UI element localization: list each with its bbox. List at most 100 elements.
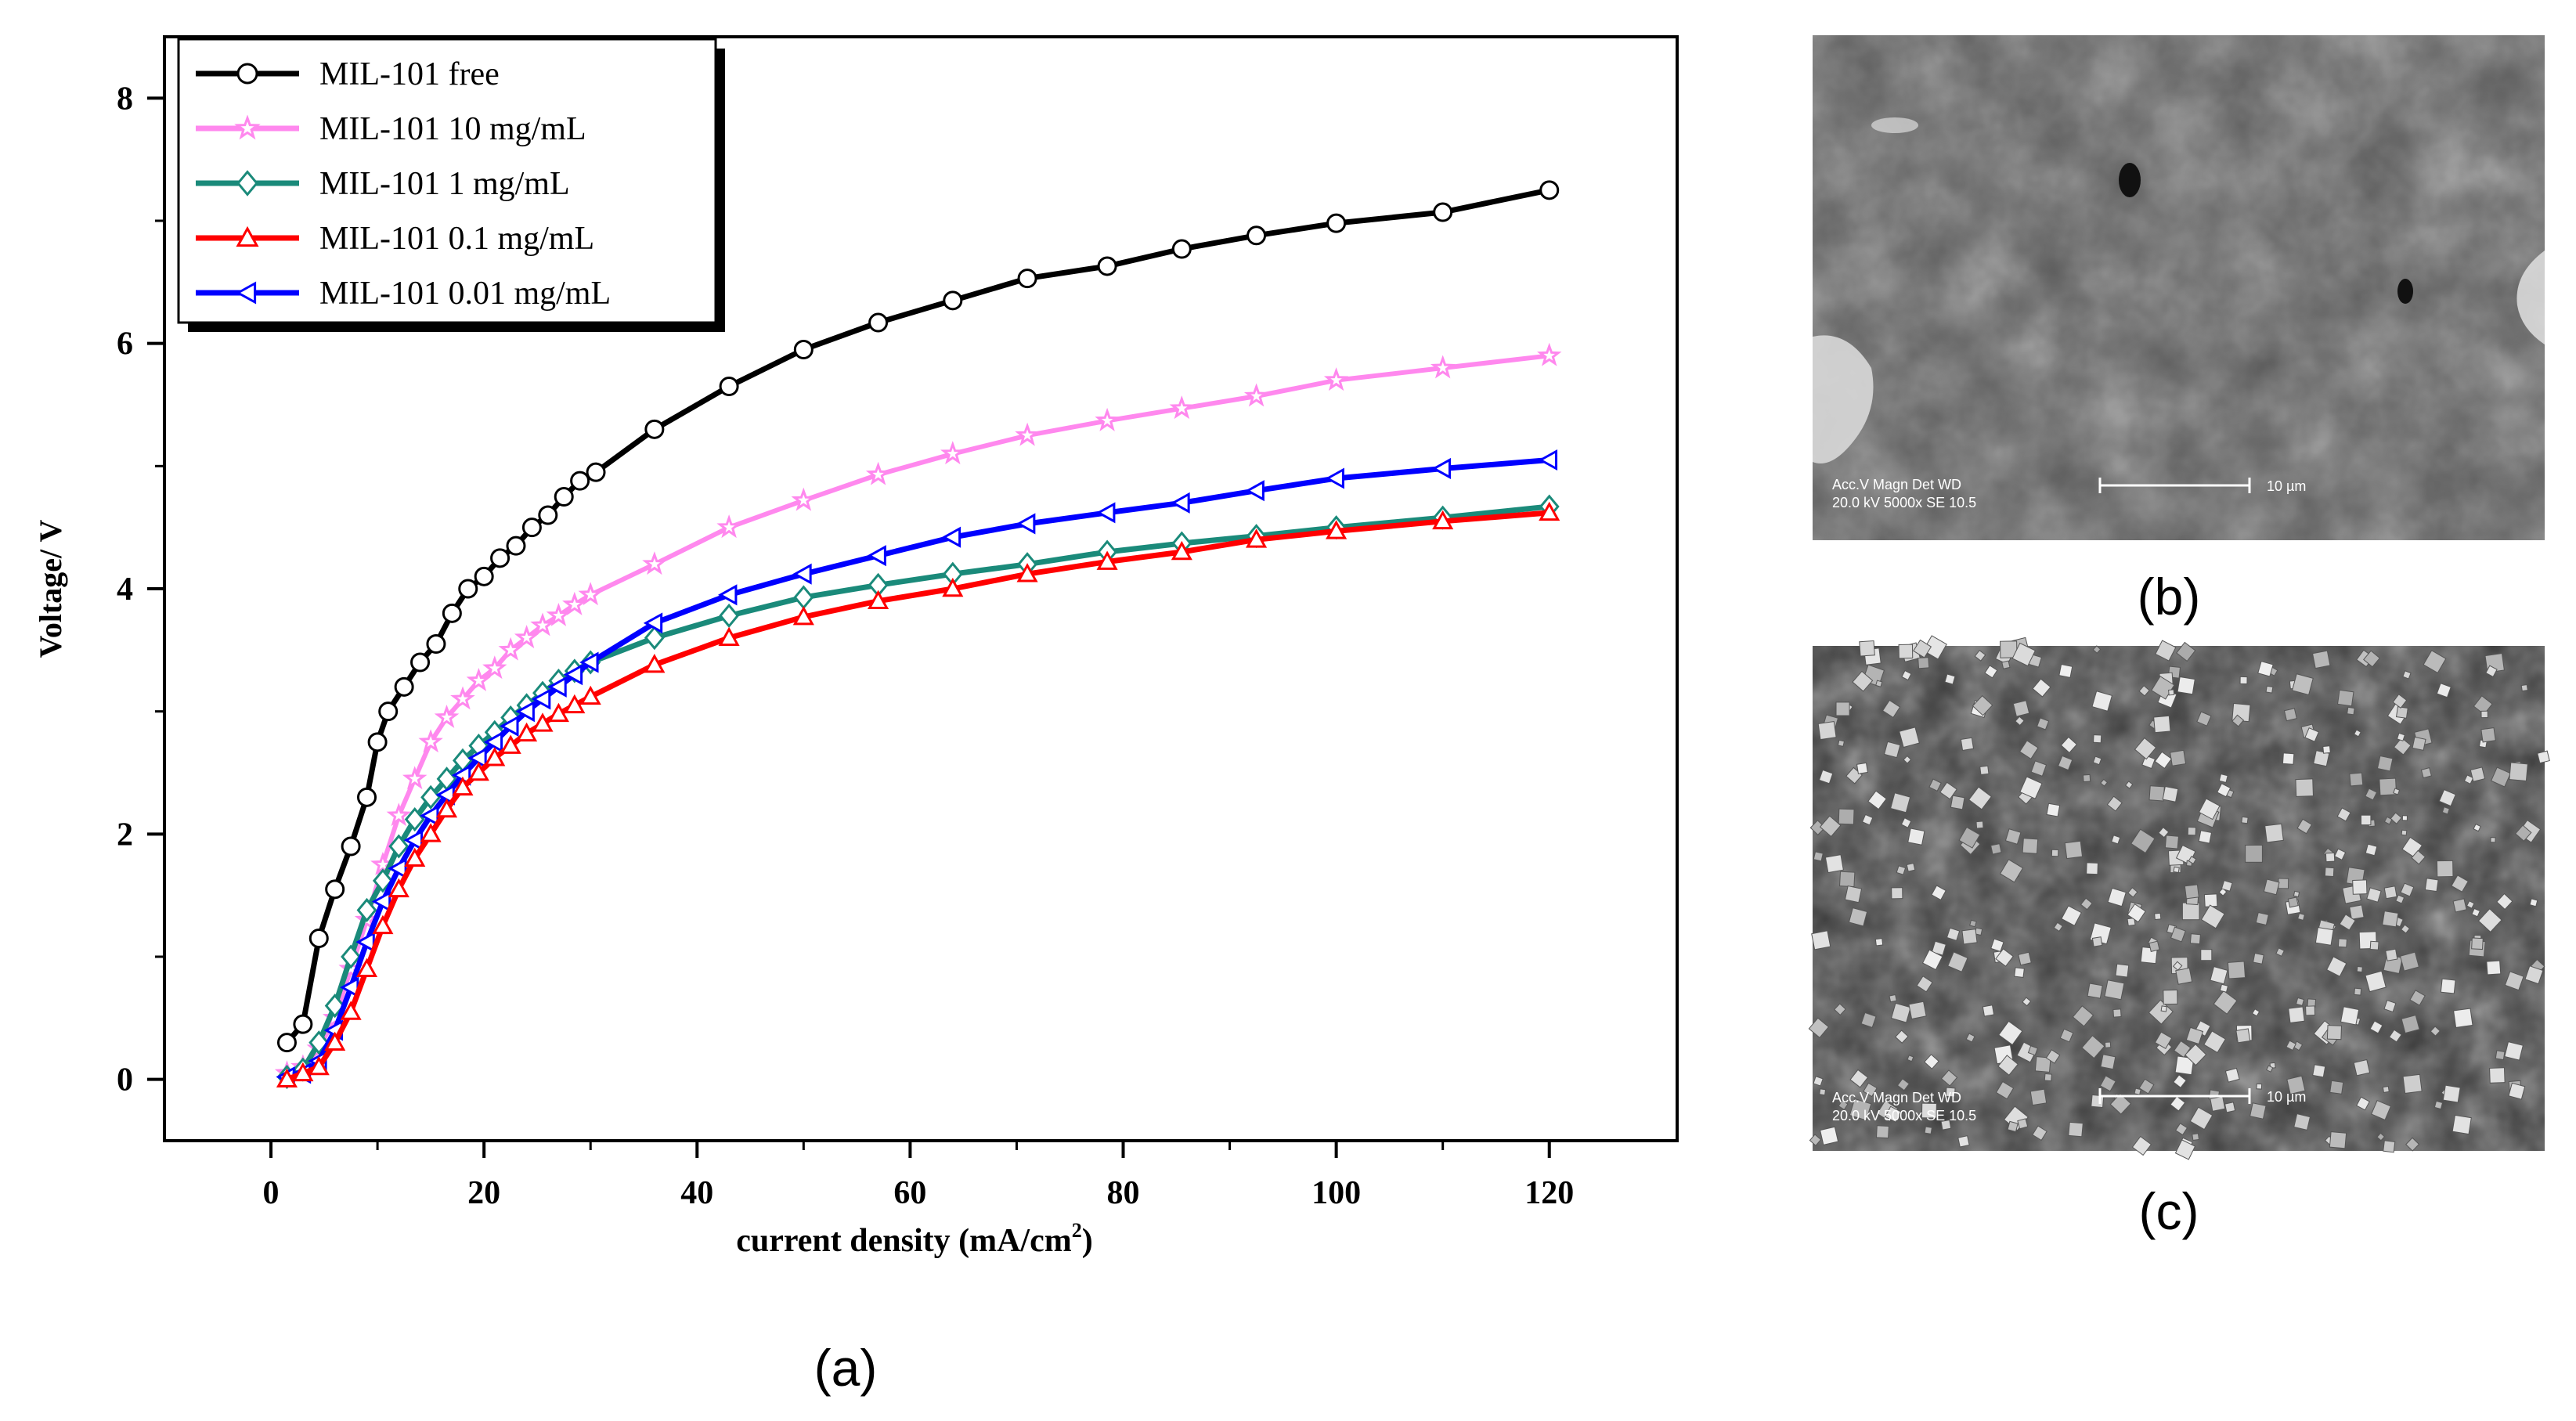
sem-c-crystal (2175, 967, 2193, 985)
sem-c-crystal (2170, 1095, 2186, 1112)
sem-c-crystal (2203, 1030, 2227, 1054)
sem-c-crystal (2463, 774, 2474, 784)
data-point (1326, 520, 1348, 539)
data-point (718, 626, 740, 646)
sem-c-crystal (1997, 1055, 2019, 1076)
data-point (402, 766, 428, 790)
sem-c-crystal (2004, 828, 2022, 845)
sem-c-crystal (2477, 908, 2502, 933)
sem-c-crystal (2127, 917, 2136, 927)
sem-c-crystal (1900, 817, 1912, 828)
sem-c-crystal (2504, 1041, 2524, 1061)
sem-c-crystal (2382, 1085, 2390, 1093)
sem-c-crystal (2390, 812, 2402, 824)
sem-c-crystal (2287, 896, 2299, 908)
sem-c-crystal (1863, 1082, 1878, 1098)
sem-c-crystal (2093, 734, 2102, 744)
sem-image-c: Acc.V Magn Det WD 20.0 kV 5000x SE 10.5 … (1808, 635, 2550, 1240)
sem-c-crystal (2402, 670, 2412, 680)
data-point (1097, 256, 1117, 276)
sem-c-crystal (2312, 1064, 2326, 1078)
sem-c-crystal (1811, 930, 1831, 950)
sem-c-crystal (2251, 1008, 2260, 1017)
data-point (719, 603, 740, 629)
y-tick-label: 2 (117, 817, 133, 853)
data-point (562, 591, 587, 615)
data-point (1246, 528, 1268, 548)
sem-c-crystal (2336, 807, 2351, 822)
sem-c-crystal (2370, 1099, 2392, 1121)
data-point (276, 1033, 297, 1053)
sem-c-crystal (1965, 1033, 1975, 1043)
sem-c-crystal (1809, 820, 1826, 836)
sem-c-crystal (2154, 912, 2162, 921)
sem-c-crystal (2412, 736, 2426, 751)
data-point (388, 857, 407, 879)
sem-c-crystal (2411, 849, 2426, 865)
sem-c-crystal (2173, 866, 2180, 874)
sem-c-crystal (1924, 1054, 1939, 1069)
data-point (943, 290, 963, 311)
sem-c-crystal (1838, 808, 1855, 825)
data-point (718, 584, 738, 606)
sem-c-crystal (2030, 760, 2047, 777)
sem-c-crystal (2424, 878, 2439, 893)
sem-c-crystal (1813, 1076, 1824, 1087)
sem-c-crystal (2064, 840, 2084, 860)
sem-c-crystal (2131, 1135, 2152, 1156)
sem-c-crystal (2087, 983, 2103, 999)
sem-c-crystal (2399, 951, 2420, 972)
sem-c-crystal (2170, 749, 2187, 766)
data-point (386, 802, 411, 827)
sem-c-crystal (2115, 963, 2130, 978)
data-point (792, 563, 812, 585)
sem-c-crystal (1907, 1055, 1914, 1062)
sem-c-crystal (2363, 650, 2381, 668)
sem-c-crystal (1898, 644, 1914, 659)
sem-b-info-line2: 20.0 kV 5000x SE 10.5 (1832, 495, 1976, 510)
sem-c-crystal (2034, 1056, 2051, 1073)
sem-c-crystal (2383, 1140, 2396, 1153)
data-point (1430, 355, 1456, 379)
sem-c-crystal (2265, 685, 2274, 694)
sem-c-crystal (1946, 927, 1961, 941)
sem-c-crystal (2473, 695, 2493, 716)
data-point (235, 281, 257, 305)
sem-c-crystal (2111, 835, 2121, 845)
sem-c-crystal (2349, 904, 2365, 920)
data-point (500, 715, 519, 738)
sem-c-crystal (2219, 983, 2229, 993)
data-point (570, 471, 590, 491)
sem-c-crystal (2127, 903, 2146, 923)
sem-c-crystal (1885, 1105, 1902, 1123)
sem-c-crystal (2045, 1049, 2061, 1064)
sem-c-crystal (2256, 1083, 2263, 1090)
data-point (500, 734, 521, 754)
sem-b-info-line1: Acc.V Magn Det WD (1832, 477, 1961, 492)
panel-label-a: (a) (814, 1339, 878, 1397)
sem-c-crystal (1861, 813, 1874, 826)
data-point (234, 114, 261, 140)
sem-c-crystal (2473, 823, 2481, 832)
data-point (325, 879, 345, 900)
data-point (420, 823, 442, 842)
sem-c-crystal (2224, 1067, 2240, 1083)
sem-c-crystal (2329, 1080, 2344, 1095)
sem-b-texture (1813, 35, 2545, 540)
sem-c-crystal (2495, 1050, 2506, 1061)
sem-c-crystal (2091, 691, 2113, 712)
sem-c-crystal (2325, 956, 2347, 977)
sem-c-crystal (2339, 914, 2356, 931)
x-tick-label: 40 (680, 1175, 713, 1211)
data-point (394, 676, 414, 697)
data-point (355, 931, 375, 953)
sem-c-crystal (2383, 885, 2397, 900)
y-axis-label: Voltage/ V (33, 520, 68, 658)
sem-c-crystal (2496, 893, 2513, 911)
sem-c-crystal (2184, 884, 2199, 900)
sem-c-crystal (2231, 714, 2245, 727)
sem-c-crystal (2154, 1031, 2173, 1050)
data-point (867, 545, 886, 567)
sem-c-crystal (1903, 755, 1912, 764)
data-point (1169, 395, 1195, 420)
